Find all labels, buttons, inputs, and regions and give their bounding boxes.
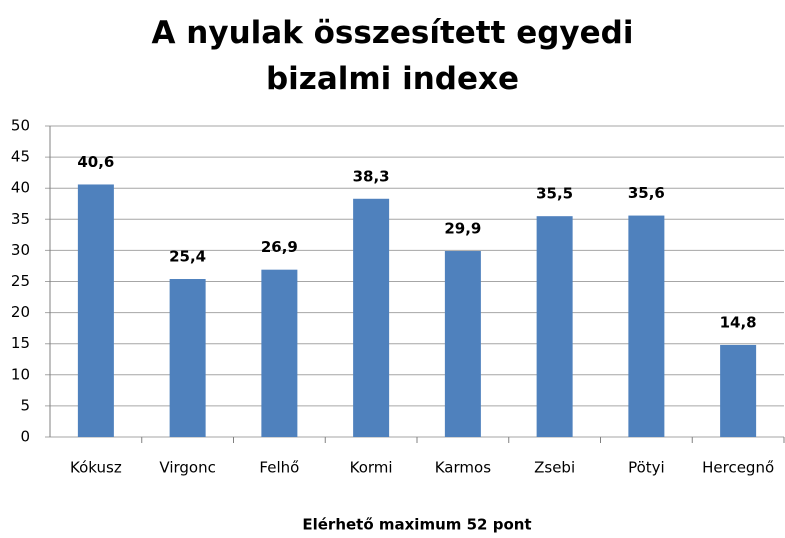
- y-tick-label: 5: [20, 396, 30, 414]
- x-tick-label: Virgonc: [159, 459, 215, 477]
- value-label: 14,8: [720, 313, 757, 331]
- bar: [169, 279, 206, 437]
- bar: [261, 269, 298, 437]
- y-tick-label: 30: [11, 241, 30, 259]
- y-tick-label: 15: [11, 334, 30, 352]
- value-label: 35,6: [628, 184, 665, 202]
- value-label: 26,9: [261, 238, 298, 256]
- bar: [720, 344, 757, 437]
- bar: [536, 216, 573, 437]
- y-tick-label: 0: [20, 428, 30, 446]
- x-tick-label: Karmos: [435, 459, 491, 477]
- bar: [444, 251, 481, 437]
- bar: [628, 215, 665, 437]
- value-label: 29,9: [444, 220, 481, 238]
- value-label: 35,5: [536, 185, 573, 203]
- y-tick-label: 40: [11, 179, 30, 197]
- x-tick-label: Kormi: [350, 459, 393, 477]
- value-label: 25,4: [169, 248, 206, 266]
- title-box: A nyulak összesített egyedi bizalmi inde…: [0, 10, 785, 102]
- x-tick-label: Pötyi: [628, 459, 665, 477]
- y-tick-label: 45: [11, 148, 30, 166]
- x-tick-label: Zsebi: [534, 459, 575, 477]
- bar: [77, 184, 114, 437]
- bar: [353, 198, 390, 437]
- y-tick-label: 25: [11, 272, 30, 290]
- x-axis-label: Elérhető maximum 52 pont: [302, 516, 531, 534]
- y-tick-label: 20: [11, 303, 30, 321]
- x-tick-label: Kókusz: [70, 459, 122, 477]
- y-tick-label: 10: [11, 365, 30, 383]
- value-label: 40,6: [77, 153, 114, 171]
- value-label: 38,3: [353, 167, 390, 185]
- x-tick-label: Hercegnő: [702, 459, 774, 477]
- y-tick-label: 50: [11, 117, 30, 135]
- x-tick-label: Felhő: [259, 459, 299, 477]
- chart-title: A nyulak összesített egyedi bizalmi inde…: [151, 15, 634, 97]
- y-tick-label: 35: [11, 210, 30, 228]
